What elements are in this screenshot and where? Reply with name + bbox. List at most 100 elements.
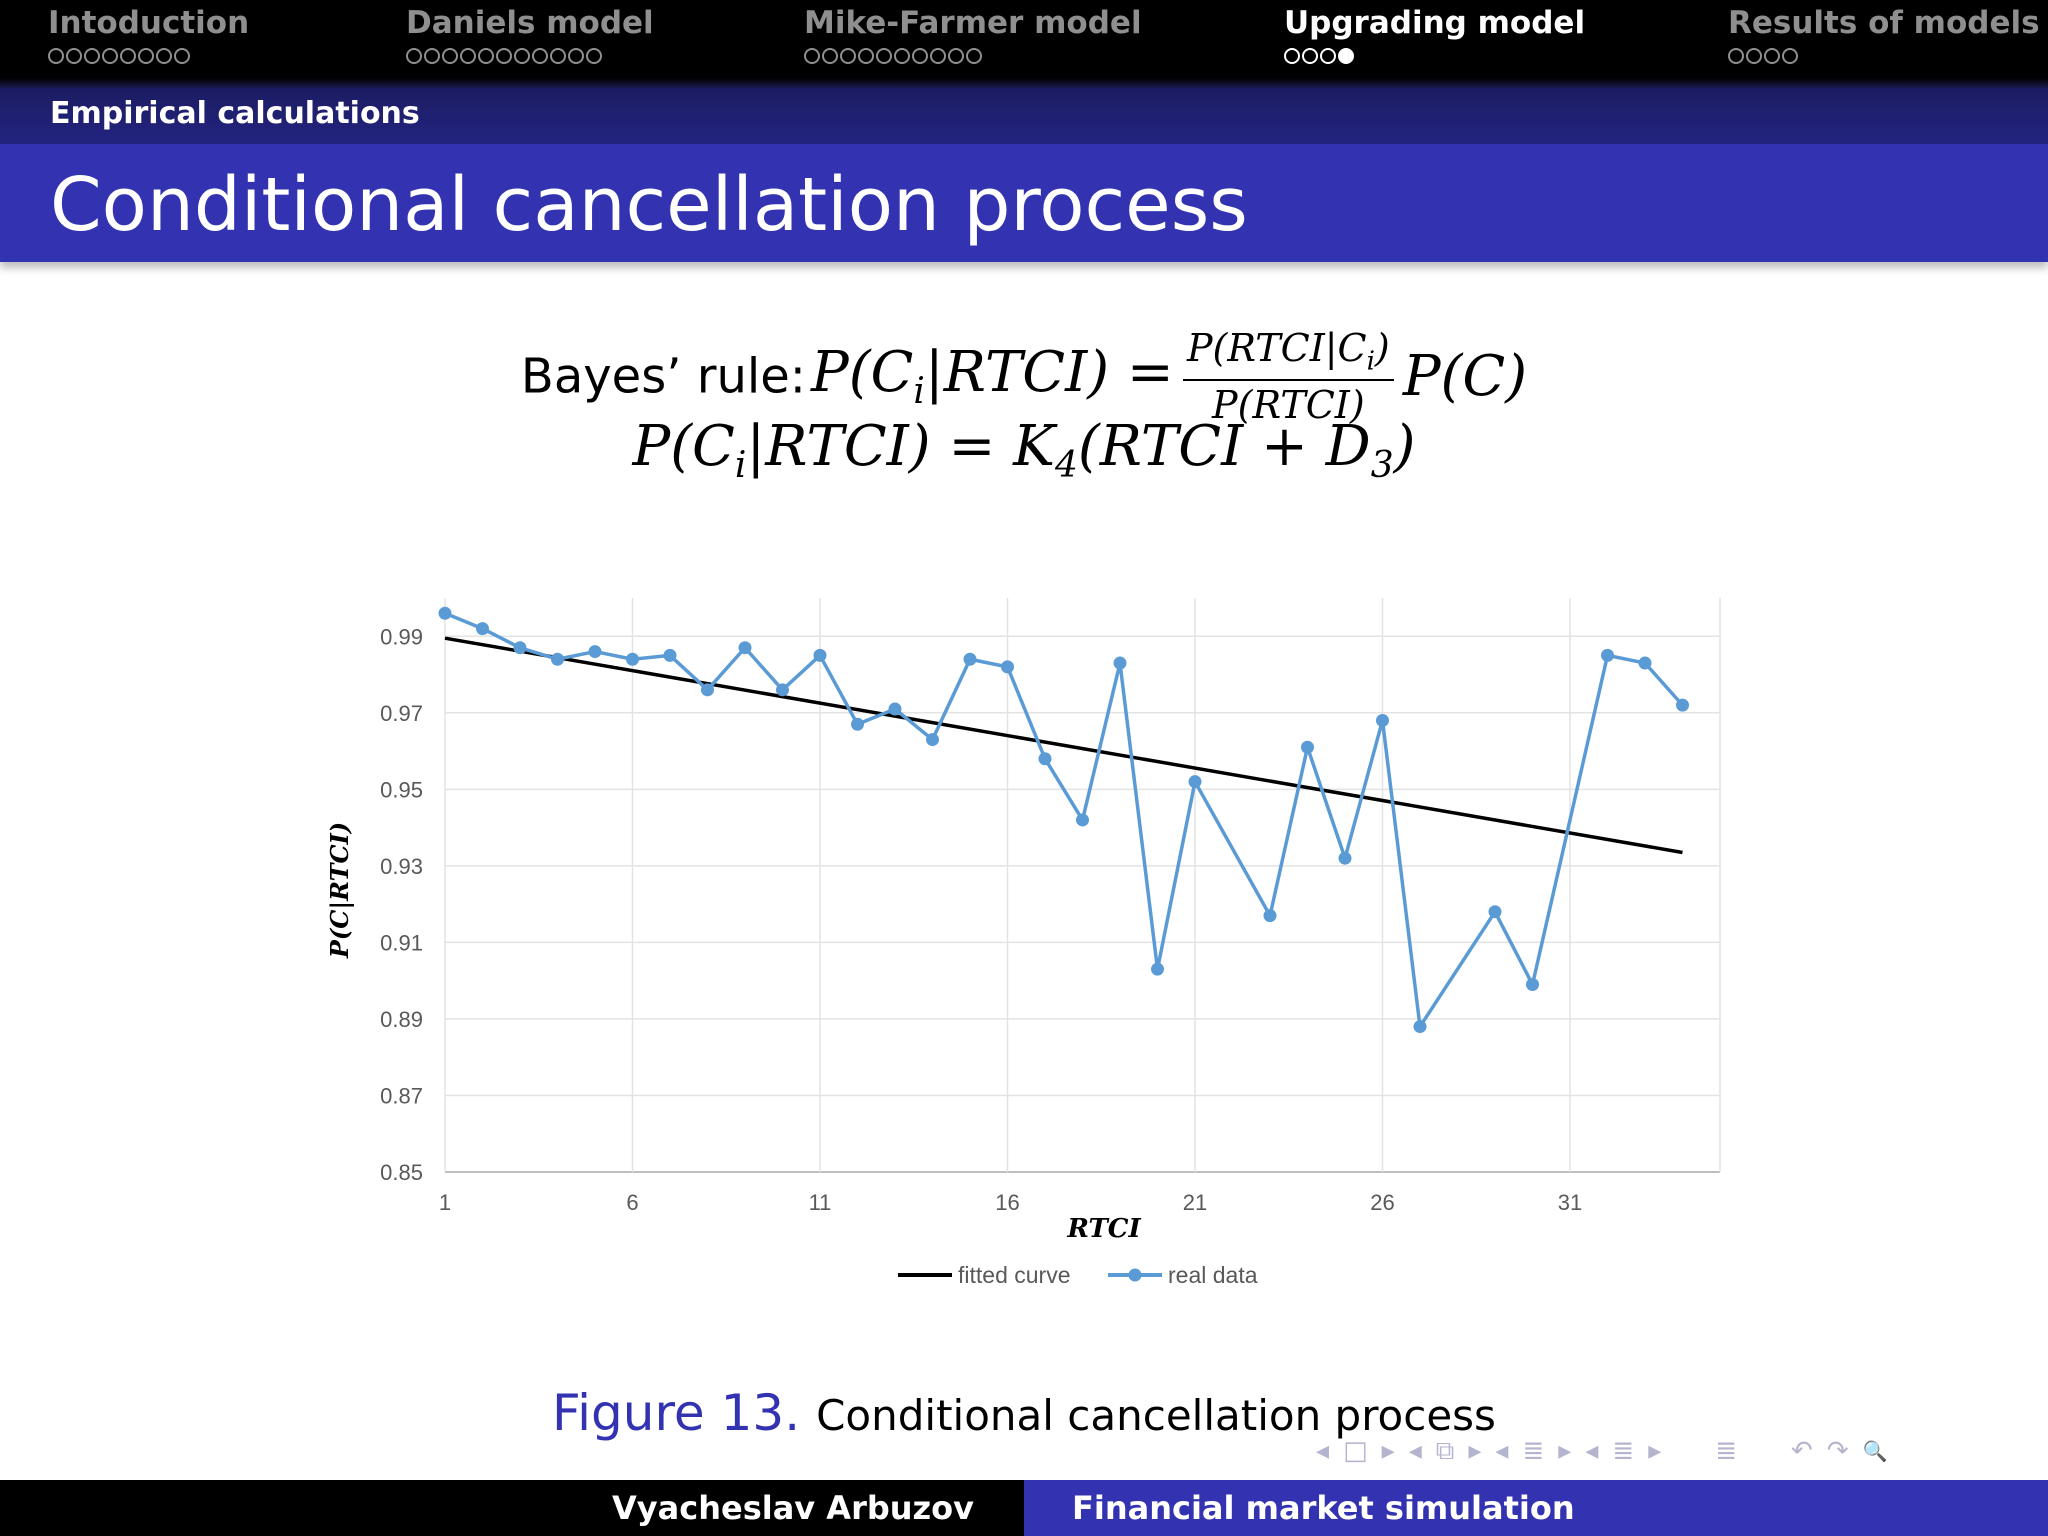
nav-frame-dot[interactable] [550, 48, 566, 64]
nav-frame-dot[interactable] [876, 48, 892, 64]
nav-section-title[interactable]: Mike-Farmer model [804, 5, 1142, 41]
footer-title-box: Financial market simulation [1024, 1480, 2048, 1536]
nav-frame-dot[interactable] [1302, 48, 1318, 64]
appendix-icon[interactable]: ≣ [1715, 1436, 1738, 1466]
nav-frame-dot[interactable] [442, 48, 458, 64]
nav-frame-dot[interactable] [406, 48, 422, 64]
real-data-point [1113, 656, 1127, 670]
real-data-point [1601, 648, 1614, 662]
real-data-point [738, 641, 752, 655]
nav-frame-dot[interactable] [966, 48, 982, 64]
legend-fitted-curve-label: fitted curve [958, 1262, 1071, 1288]
conditional-cancellation-chart: 0.850.870.890.910.930.950.970.99 1 6 11 16 2… [325, 598, 1721, 1288]
nav-frame-dot[interactable] [84, 48, 100, 64]
y-tick-label: 0.93 [380, 854, 423, 879]
prev-frame-arrow-icon[interactable]: ◂ [1316, 1436, 1330, 1466]
formula-line2: P(Ci|RTCI) = K4(RTCI + D3) [632, 414, 1416, 487]
forward-icon[interactable]: ↷ [1826, 1436, 1849, 1466]
real-data-point [1413, 1020, 1427, 1034]
real-data-point [1638, 656, 1652, 670]
real-data-point [813, 648, 827, 662]
real-data-point [851, 717, 864, 731]
nav-frame-dot[interactable] [894, 48, 910, 64]
nav-frame-dot[interactable] [478, 48, 494, 64]
section-icon[interactable]: ≣ [1522, 1436, 1545, 1466]
nav-section-title[interactable]: Intoduction [48, 5, 250, 41]
nav-section-upgrading-model[interactable]: Upgrading model [1284, 4, 1585, 68]
subsection-title: Empirical calculations [50, 96, 420, 131]
frame-icon[interactable]: □ [1343, 1436, 1368, 1466]
nav-frame-dot[interactable] [1728, 48, 1744, 64]
prev-section-arrow-icon[interactable]: ◂ [1495, 1436, 1509, 1466]
subsection-bar: Empirical calculations [0, 88, 2048, 144]
nav-section-introduction[interactable]: Intoduction [48, 4, 249, 68]
real-data-point [626, 652, 639, 666]
x-axis-label: RTCI [1066, 1214, 1141, 1244]
nav-frame-dot[interactable] [948, 48, 964, 64]
nav-frame-dot[interactable] [174, 48, 190, 64]
nav-frame-dot[interactable] [912, 48, 928, 64]
linear-model-formula: P(Ci|RTCI) = K4(RTCI + D3) [0, 414, 2048, 486]
y-tick-label: 0.91 [380, 930, 423, 955]
nav-section-mike-farmer-model[interactable]: Mike-Farmer model [804, 4, 1142, 68]
nav-frame-dot[interactable] [804, 48, 820, 64]
x-tick-label: 11 [809, 1190, 832, 1215]
real-data-point [701, 683, 714, 697]
nav-frame-dot[interactable] [1320, 48, 1336, 64]
next-frame-arrow-icon[interactable]: ▸ [1381, 1436, 1395, 1466]
real-data-point [1676, 698, 1689, 712]
nav-frame-dot[interactable] [514, 48, 530, 64]
x-tick-label: 16 [995, 1190, 1019, 1215]
nav-frame-dot[interactable] [1782, 48, 1798, 64]
subsection-icon[interactable]: ⧉ [1435, 1436, 1455, 1466]
next-document-arrow-icon[interactable]: ▸ [1648, 1436, 1662, 1466]
real-data-point [888, 702, 902, 716]
back-icon[interactable]: ↶ [1791, 1436, 1813, 1466]
nav-section-title[interactable]: Upgrading model [1284, 5, 1586, 41]
nav-frame-dot[interactable] [1764, 48, 1780, 64]
nav-frame-dot[interactable] [930, 48, 946, 64]
nav-frame-dot[interactable] [48, 48, 64, 64]
nav-section-dots [48, 48, 249, 68]
real-data-point [438, 606, 452, 620]
real-data-point [1338, 851, 1352, 865]
x-tick-label: 1 [439, 1190, 451, 1215]
formula-rhs: P(C) [1402, 343, 1528, 409]
footer-title: Financial market simulation [1072, 1489, 1575, 1527]
nav-frame-dot[interactable] [138, 48, 154, 64]
nav-frame-dot[interactable] [496, 48, 512, 64]
real-data-point [1301, 740, 1314, 754]
legend-real-data-label: real data [1168, 1262, 1258, 1288]
real-data-point [1001, 660, 1014, 674]
nav-frame-dot[interactable] [156, 48, 172, 64]
document-icon[interactable]: ≣ [1612, 1436, 1635, 1466]
nav-frame-dot[interactable] [66, 48, 82, 64]
nav-section-title[interactable]: Daniels model [406, 5, 654, 41]
nav-frame-dot[interactable] [460, 48, 476, 64]
nav-frame-dot[interactable] [568, 48, 584, 64]
search-icon[interactable]: 🔍 [1862, 1439, 1888, 1463]
nav-frame-dot[interactable] [102, 48, 118, 64]
next-section-arrow-icon[interactable]: ▸ [1558, 1436, 1572, 1466]
nav-section-results-of-models[interactable]: Results of models [1728, 4, 2040, 68]
nav-frame-dot[interactable] [858, 48, 874, 64]
chart-series [438, 606, 1689, 1034]
nav-section-daniels-model[interactable]: Daniels model [406, 4, 654, 68]
real-data-point [1263, 909, 1277, 923]
nav-frame-dot[interactable] [586, 48, 602, 64]
y-tick-label: 0.87 [380, 1083, 423, 1108]
frame-title-bar: Conditional cancellation process [0, 144, 2048, 262]
nav-frame-dot[interactable] [1746, 48, 1762, 64]
nav-frame-dot[interactable] [840, 48, 856, 64]
chart-legend: fitted curve real data [898, 1262, 1258, 1288]
nav-frame-dot[interactable] [822, 48, 838, 64]
nav-frame-dot[interactable] [1338, 48, 1354, 64]
prev-document-arrow-icon[interactable]: ◂ [1585, 1436, 1599, 1466]
nav-section-title[interactable]: Results of models [1728, 5, 2040, 41]
nav-frame-dot[interactable] [532, 48, 548, 64]
nav-frame-dot[interactable] [120, 48, 136, 64]
nav-frame-dot[interactable] [1284, 48, 1300, 64]
next-subsection-arrow-icon[interactable]: ▸ [1468, 1436, 1482, 1466]
nav-frame-dot[interactable] [424, 48, 440, 64]
prev-subsection-arrow-icon[interactable]: ◂ [1408, 1436, 1422, 1466]
